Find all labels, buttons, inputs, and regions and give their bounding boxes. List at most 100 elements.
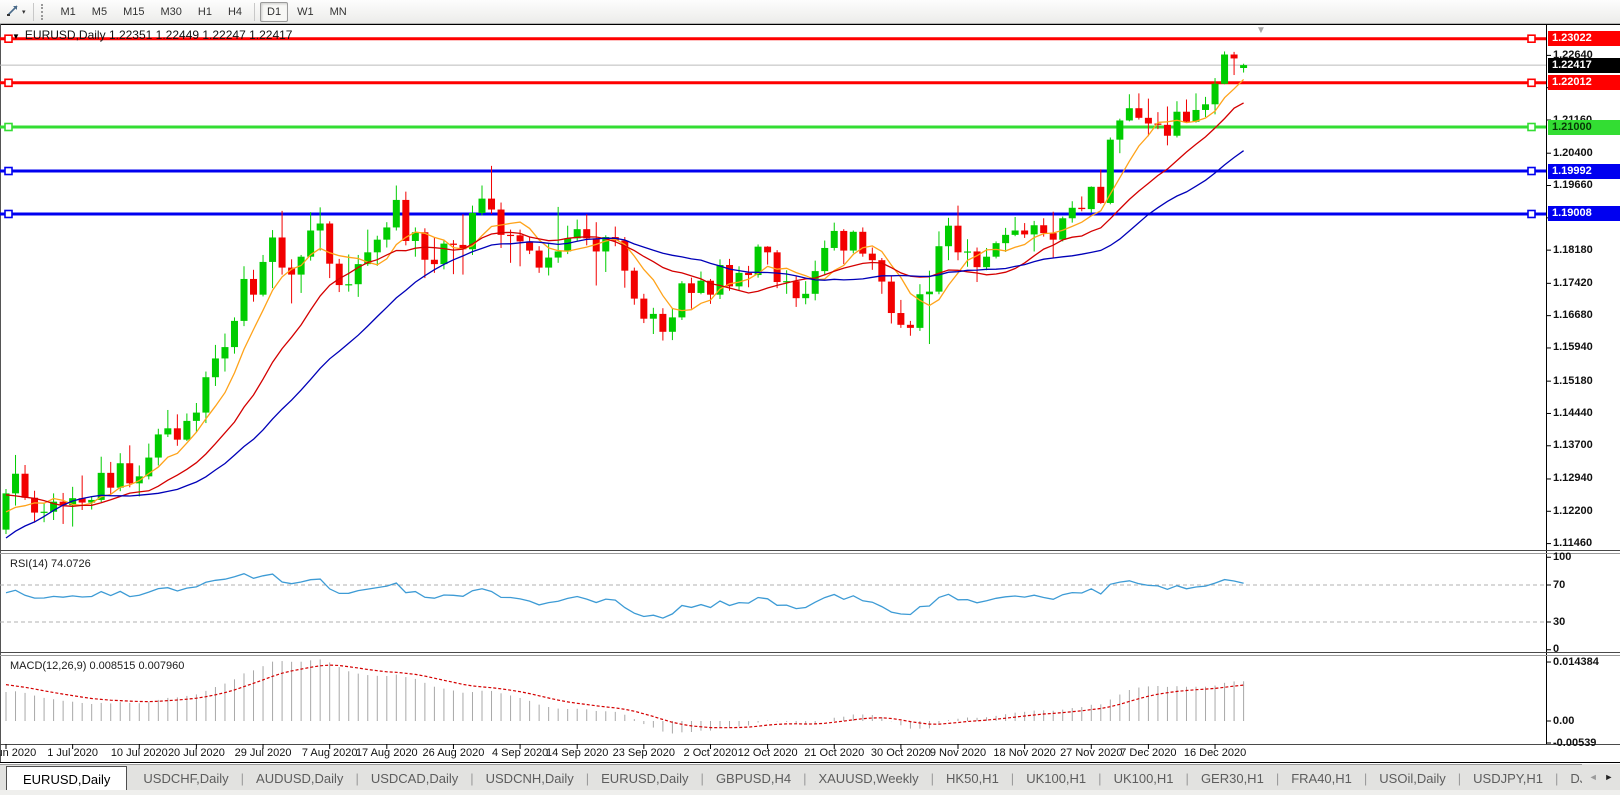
hline-1.23022[interactable] [0, 34, 1546, 44]
macd-indicator-label: MACD(12,26,9) 0.008515 0.007960 [10, 660, 185, 672]
crosshair-draw-tool-icon[interactable] [6, 3, 20, 20]
macd-axis-tick-label: 0.00 [1553, 714, 1575, 727]
candle-body [154, 434, 162, 458]
candle-body [840, 230, 848, 251]
ma-slow-line [5, 150, 1244, 539]
candle-body [1154, 123, 1162, 125]
candle-body [1173, 111, 1181, 136]
chart-tab-XAUUSD-Weekly[interactable]: XAUUSD,Weekly [818, 770, 919, 786]
candle-body [659, 313, 667, 332]
macd-panel-splitter[interactable] [0, 652, 1620, 653]
tab-separator: | [585, 770, 590, 786]
macd-main-value: 0.008515 [89, 660, 136, 672]
timeframe-button-M1[interactable]: M1 [60, 5, 76, 18]
chart-ohlc-values: 1.22351 1.22449 1.22247 1.22417 [108, 28, 293, 42]
chart-shift-marker-icon[interactable]: ▼ [1256, 25, 1266, 36]
rsi-axis-tick-label: 100 [1553, 550, 1572, 563]
date-axis-label: 16 Dec 2020 [1183, 747, 1247, 759]
candle-body [164, 428, 172, 435]
hline-1.19992[interactable] [0, 166, 1546, 176]
chart-tab-USDJPY-H1[interactable]: USDJPY,H1 [1473, 770, 1543, 786]
candle-body [973, 251, 981, 268]
candle-body [1002, 234, 1010, 244]
price-badge-resistance: 1.22012 [1548, 75, 1620, 91]
ma-fast-line [5, 78, 1245, 513]
chart-tab-HK50-H1[interactable]: HK50,H1 [946, 770, 999, 786]
candle-body [250, 278, 258, 295]
candle-body [1182, 111, 1190, 122]
timeframe-button-M30[interactable]: M30 [160, 5, 182, 18]
timeframe-button-H4[interactable]: H4 [227, 5, 243, 18]
candle-body [1030, 225, 1038, 235]
candle-body [935, 246, 943, 292]
timeframe-button-W1[interactable]: W1 [297, 5, 314, 18]
timeframe-button-H1[interactable]: H1 [197, 5, 212, 18]
timeframe-button-D1[interactable]: D1 [260, 1, 289, 22]
macd-panel-splitter-groove [0, 655, 1620, 656]
hline-1.21000[interactable] [0, 122, 1546, 132]
candle-body [116, 463, 124, 488]
rsi-panel-splitter[interactable] [0, 550, 1620, 551]
candle-body [411, 232, 419, 241]
timeframe-button-M15[interactable]: M15 [123, 5, 145, 18]
timeframe-button-MN[interactable]: MN [329, 5, 347, 18]
candle-body [745, 272, 753, 276]
candle-body [40, 511, 48, 513]
draw-tool-dropdown-caret[interactable]: ▾ [22, 8, 26, 16]
candle-body [1011, 230, 1019, 235]
toolbar-grip-handle[interactable] [40, 3, 48, 20]
candle-body [944, 225, 952, 247]
candle-body [373, 239, 381, 253]
candle-body [1221, 54, 1229, 84]
macd-axis-tick-label: 0.014384 [1553, 655, 1599, 668]
hline-1.22012[interactable] [0, 78, 1546, 88]
candle-body [307, 230, 315, 257]
chart-tab-UK100-H1[interactable]: UK100,H1 [1113, 770, 1174, 786]
candle-body [535, 250, 543, 268]
candle-body [230, 320, 238, 348]
chart-tab-USDCHF-Daily[interactable]: USDCHF,Daily [143, 770, 229, 786]
chart-tab-USOil-Daily[interactable]: USOil,Daily [1379, 770, 1446, 786]
chart-tab-GBPUSD-H4[interactable]: GBPUSD,H4 [715, 770, 792, 786]
candle-body [649, 313, 657, 319]
chart-menu-triangle-icon[interactable]: ▼ [12, 32, 20, 41]
timeframe-toolbar: ▾ M1 M5 M15 M30 H1 H4 D1 W1 MN [0, 0, 1620, 24]
candle-body [1021, 230, 1029, 235]
candle-body [326, 223, 334, 264]
candle-body [259, 261, 267, 295]
tab-separator: | [1098, 770, 1102, 786]
tab-scroll-left-icon[interactable]: ◄ [1588, 772, 1598, 782]
candle-body [906, 324, 914, 328]
date-axis-label: 23 Sep 2020 [612, 747, 676, 759]
candle-body [1068, 207, 1076, 219]
timeframe-button-M5[interactable]: M5 [91, 5, 108, 18]
tab-scroll-right-icon[interactable]: ► [1604, 772, 1614, 782]
candle-body [12, 473, 20, 494]
candle-body [726, 264, 734, 287]
price-axis-tick-label: 1.17420 [1553, 276, 1593, 289]
candle-body [468, 213, 476, 250]
candle-body [1230, 54, 1238, 59]
candle-body [868, 253, 876, 261]
chart-tab-AUDUSD-Daily[interactable]: AUDUSD,Daily [256, 770, 344, 786]
chart-tab-GER30-H1[interactable]: GER30,H1 [1200, 770, 1264, 786]
candle-body [1240, 65, 1248, 69]
candle-body [50, 501, 58, 512]
chart-tab-UK100-H1[interactable]: UK100,H1 [1026, 770, 1087, 786]
macd-signal-value: 0.007960 [138, 660, 185, 672]
chart-tab-EURUSD-Daily[interactable]: EURUSD,Daily [601, 770, 689, 786]
chart-tab-EURUSD-Daily[interactable]: EURUSD,Daily [6, 766, 128, 791]
toolbar-separator [254, 2, 256, 21]
macd-axis-tick-label: -0.00539 [1553, 736, 1597, 749]
chart-tab-USDCAD-Daily[interactable]: USDCAD,Daily [370, 770, 459, 786]
tab-separator: | [1363, 770, 1368, 786]
candle-body [430, 259, 438, 265]
candle-body [878, 260, 886, 282]
chart-tab-FRA40-H1[interactable]: FRA40,H1 [1291, 770, 1352, 786]
price-axis-tick-label: 1.19660 [1553, 179, 1593, 191]
hline-1.19008[interactable] [0, 209, 1546, 219]
candle-body [687, 283, 695, 293]
chart-tab-USDCNH-Daily[interactable]: USDCNH,Daily [485, 770, 574, 786]
